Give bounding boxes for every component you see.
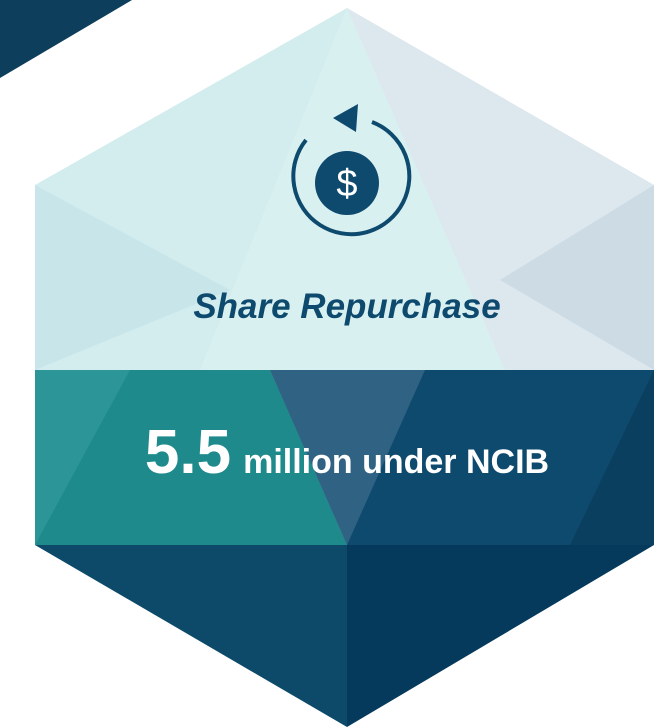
- face-upper-left-shade: [35, 185, 230, 370]
- face-upper-right-shade: [500, 185, 654, 370]
- icon-coin: [315, 151, 379, 215]
- repurchase-icon: $: [291, 104, 412, 237]
- stat-unit: million under NCIB: [243, 443, 549, 481]
- stat-value: 5.5: [145, 418, 231, 487]
- band-right-shade: [570, 370, 654, 545]
- icon-arrowhead: [333, 104, 358, 132]
- title: Share Repurchase: [193, 287, 500, 326]
- corner-stripe: [0, 0, 132, 78]
- band-left-shade: [35, 370, 130, 545]
- band-center: [270, 370, 425, 545]
- face-bottom-right: [347, 545, 654, 727]
- band-left: [35, 370, 347, 545]
- icon-arc: [291, 120, 412, 237]
- icon-symbol: $: [336, 163, 357, 205]
- face-bottom-left: [35, 545, 347, 727]
- stat: 5.5 million under NCIB: [145, 418, 549, 487]
